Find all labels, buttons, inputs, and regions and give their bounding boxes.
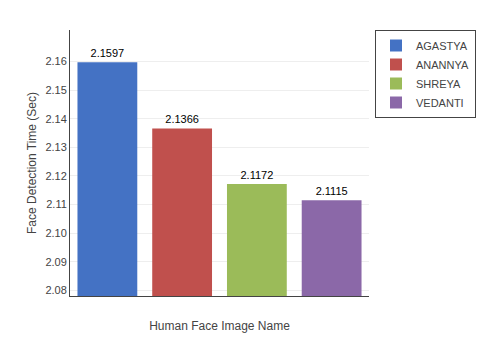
svg-text:2.10: 2.10 bbox=[45, 227, 66, 239]
svg-text:SHREYA: SHREYA bbox=[416, 78, 461, 90]
svg-text:2.12: 2.12 bbox=[45, 170, 66, 182]
svg-text:2.09: 2.09 bbox=[45, 256, 66, 268]
svg-text:2.14: 2.14 bbox=[45, 113, 66, 125]
svg-text:2.13: 2.13 bbox=[45, 141, 66, 153]
svg-text:Face Detection Time (Sec): Face Detection Time (Sec) bbox=[25, 92, 39, 234]
svg-text:2.1172: 2.1172 bbox=[240, 169, 273, 181]
svg-text:2.16: 2.16 bbox=[45, 55, 66, 67]
svg-text:ANANNYA: ANANNYA bbox=[416, 59, 469, 71]
svg-text:2.15: 2.15 bbox=[45, 84, 66, 96]
svg-text:2.11: 2.11 bbox=[46, 198, 67, 210]
svg-text:2.1597: 2.1597 bbox=[91, 47, 125, 59]
svg-text:Human Face Image Name: Human Face Image Name bbox=[149, 319, 290, 333]
svg-text:AGASTYA: AGASTYA bbox=[416, 40, 468, 52]
svg-text:VEDANTI: VEDANTI bbox=[416, 97, 464, 109]
svg-text:2.1115: 2.1115 bbox=[316, 185, 348, 197]
svg-text:2.1366: 2.1366 bbox=[165, 113, 199, 125]
svg-text:2.08: 2.08 bbox=[45, 284, 66, 296]
